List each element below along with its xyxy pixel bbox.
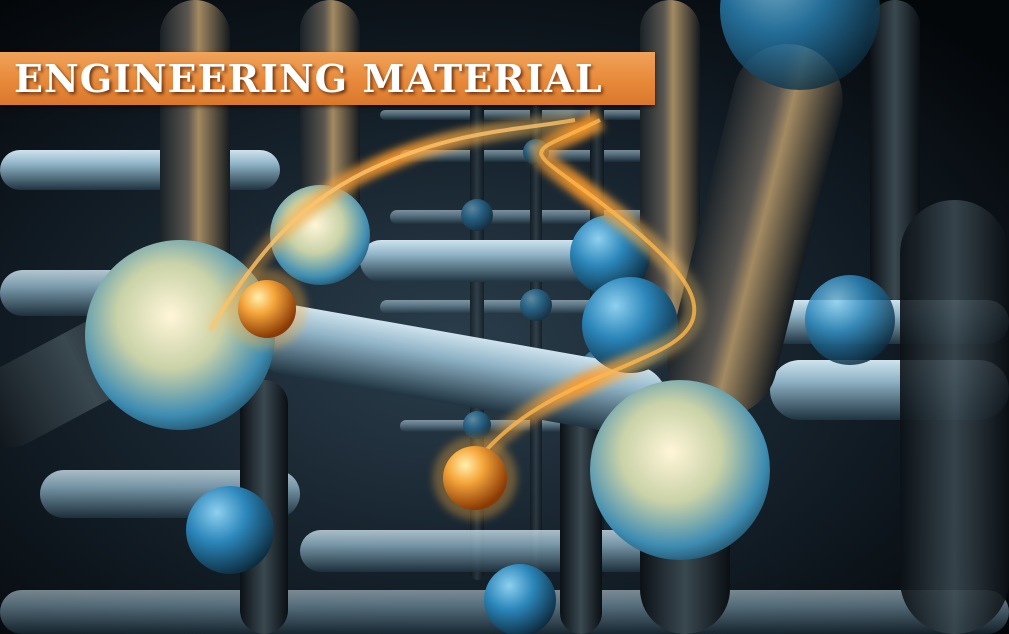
title-text: ENGINEERING MATERIAL bbox=[14, 56, 603, 101]
title-banner: ENGINEERING MATERIAL bbox=[0, 52, 655, 105]
